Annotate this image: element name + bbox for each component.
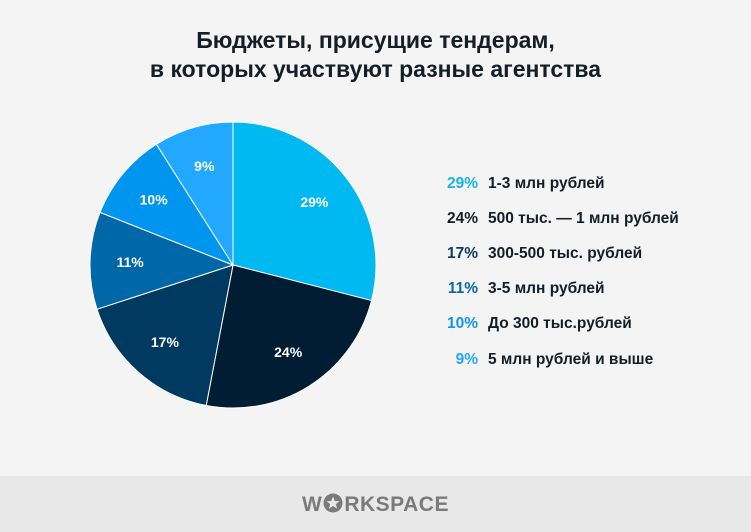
pie-chart: 29% 24% 17% 11% 10% 9% — [89, 121, 377, 409]
legend-item: 10% До 300 тыс.рублей — [430, 307, 679, 342]
slice-label: 10% — [140, 191, 169, 207]
pie-slice — [89, 211, 235, 310]
legend-item: 29% 1-3 млн рублей — [430, 166, 679, 201]
legend-pct: 11% — [447, 280, 478, 298]
title-line-2: в которых участвуют разные агентства — [149, 56, 602, 82]
star-icon — [323, 493, 343, 513]
pie-slice — [155, 121, 234, 267]
legend-item: 17% 300-500 тыс. рублей — [430, 236, 679, 271]
legend-label: 5 млн рублей и выше — [488, 350, 654, 368]
slice-label: 17% — [151, 334, 180, 350]
title-line-1: Бюджеты, присущие тендерам, — [196, 27, 555, 53]
slice-label: 11% — [116, 254, 144, 270]
slice-label: 9% — [194, 158, 215, 174]
legend-label: До 300 тыс.рублей — [488, 315, 632, 333]
pie-slice — [96, 264, 234, 407]
slice-label: 24% — [274, 344, 303, 360]
legend-label: 3-5 млн рублей — [488, 280, 605, 298]
legend-item: 11% 3-5 млн рублей — [430, 272, 679, 307]
legend-label: 1-3 млн рублей — [488, 174, 605, 192]
pie-slice — [232, 121, 377, 302]
logo-text-right: RKSPACE — [344, 493, 449, 516]
footer: W RKSPACE — [0, 476, 751, 532]
legend-label: 500 тыс. — 1 млн рублей — [488, 209, 679, 227]
pie-slice — [205, 264, 373, 409]
legend-pct: 17% — [446, 244, 478, 262]
workspace-logo: W RKSPACE — [0, 493, 751, 517]
legend-pct: 10% — [446, 315, 478, 333]
pie-slice — [99, 143, 235, 267]
legend-item: 9% 5 млн рублей и выше — [430, 342, 679, 377]
legend-label: 300-500 тыс. рублей — [488, 244, 643, 262]
logo-text-left: W — [302, 493, 323, 516]
legend-pct: 24% — [446, 209, 478, 227]
chart-title: Бюджеты, присущие тендерам, в которых уч… — [0, 26, 751, 84]
slice-label: 29% — [300, 194, 329, 210]
legend-item: 24% 500 тыс. — 1 млн рублей — [430, 201, 679, 236]
legend: 29% 1-3 млн рублей 24% 500 тыс. — 1 млн ру… — [430, 166, 679, 377]
legend-pct: 29% — [446, 174, 478, 192]
legend-pct: 9% — [455, 350, 478, 368]
